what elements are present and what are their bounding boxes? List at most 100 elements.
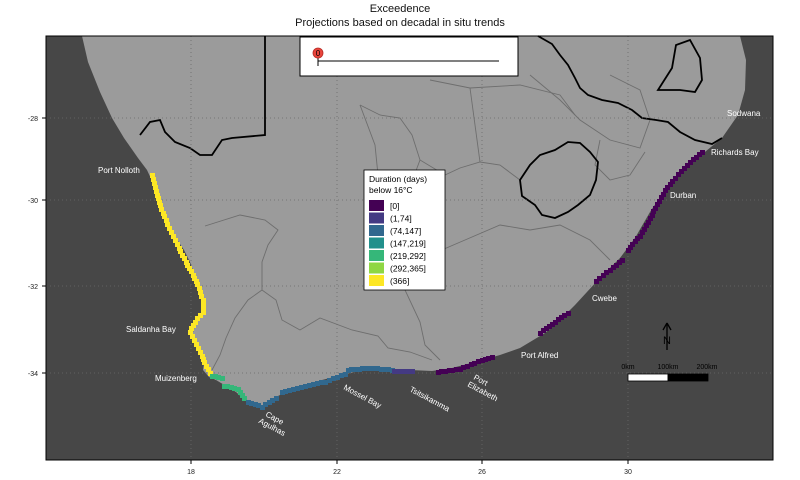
legend-swatch [369,262,384,274]
coastal-cell [180,253,185,258]
coastal-cell [439,369,444,374]
coastal-cell [640,230,645,235]
timeline-slider[interactable]: 0 [299,36,519,77]
coastal-cell [167,226,172,231]
coastal-cell [655,202,660,207]
legend: Duration (days) below 16°C [0] (1,74] (74,… [363,169,446,291]
place-label-richards-bay: Richards Bay [711,148,759,157]
coastal-cell [162,214,167,219]
coastal-cell [399,369,404,374]
coastal-cell [611,265,616,270]
coastal-cell [291,387,296,392]
legend-swatch [369,250,384,261]
coastal-cell [547,324,552,329]
coastal-cell [303,384,308,389]
coastal-cell [670,179,675,184]
coastal-cell [173,238,178,243]
coastal-cell [187,266,192,271]
coastal-cell [232,386,237,391]
coastal-cell [685,163,690,168]
coastal-cell [256,403,261,408]
coastal-cell [375,366,380,371]
coastal-cell [657,199,662,204]
coastal-cell [158,203,163,208]
coastal-cell [458,367,463,372]
coastal-cell [544,326,549,331]
coastal-cell [665,185,670,190]
coastal-cell [635,236,640,241]
coastal-cell [191,323,196,328]
legend-label: (1,74] [390,214,412,224]
coastal-cell [663,188,668,193]
place-label-durban: Durban [670,191,696,200]
coastal-cell [185,263,190,268]
place-label-cwebe: Cwebe [592,294,617,303]
coastal-cell [550,322,555,327]
coastal-cell [447,368,452,373]
coastal-cell [608,268,613,273]
coastal-cell [192,338,197,343]
timeline-handle[interactable] [312,47,324,59]
panel-border [45,35,774,461]
coastal-cell [299,385,304,390]
coastal-cell [307,383,312,388]
coastal-cell [541,328,546,333]
coastal-cell [220,376,225,381]
coastal-cell [201,302,206,307]
coastal-cell [382,367,387,372]
coastal-cell [199,294,204,299]
coastal-cell [175,242,180,247]
coastal-cell [673,176,678,181]
coastal-cell [562,313,567,318]
coastal-cell [642,227,647,232]
coastal-cell [157,200,162,205]
coastal-cell [197,286,202,291]
legend-label: (219,292] [390,251,426,261]
coastal-cell [454,367,459,372]
coastal-cell [159,207,164,212]
y-tick-label: -34 [28,371,38,378]
coastal-cell [194,279,199,284]
coastal-cell [150,173,155,178]
legend-label: (147,219] [390,239,426,249]
coastal-cell [177,246,182,251]
coastal-cell [668,182,673,187]
coastal-cell [371,366,376,371]
coastal-cell [694,155,699,160]
coastal-cell [200,354,205,359]
coastal-cell [651,209,656,214]
coastal-cell [646,220,651,225]
coastal-cell [201,310,206,315]
coastal-cell [194,342,199,347]
coastal-cell [566,311,571,316]
coastal-cell [682,166,687,171]
coastal-cell [178,249,183,254]
coastal-cell [601,273,606,278]
coastal-cell [604,270,609,275]
coastal-cell [700,150,705,155]
coastal-cell [476,359,481,364]
coastal-cell [368,366,373,371]
coastal-cell [249,401,254,406]
coastal-cell [280,390,285,395]
north-arrow: N [662,322,672,350]
coastal-cell [156,196,161,201]
legend-swatch [369,200,384,211]
coastal-cell [349,367,354,372]
scale-label-100: 100km [657,364,678,371]
coastal-cell [246,400,251,405]
coastal-cell [633,239,638,244]
legend-label: [0] [390,201,399,211]
coastal-cell [335,375,340,380]
coastal-cell [450,368,455,373]
coastal-cell [188,330,193,335]
coastal-cell [260,405,265,410]
y-tick-label: -30 [28,198,38,205]
timeline-value: 0 [316,49,321,58]
coastal-cell [201,306,206,311]
coastal-cell [202,360,207,365]
chart-title: Exceedence [369,3,431,15]
coastal-cell [189,326,194,331]
legend-swatch [369,225,384,236]
